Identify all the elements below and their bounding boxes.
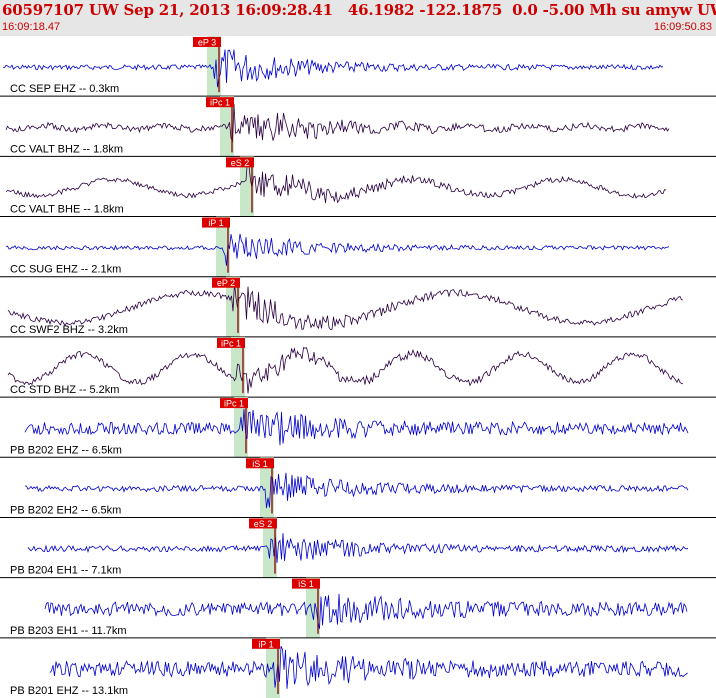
pick-box — [249, 518, 277, 529]
station-label: PB B202 EHZ -- 6.5km — [10, 444, 122, 456]
pick-window — [260, 457, 274, 518]
station-label: CC SEP EHZ -- 0.3km — [10, 83, 119, 95]
pick-label: eS 2 — [254, 519, 273, 529]
waveform-trace — [27, 533, 689, 563]
pick-window — [266, 637, 280, 698]
station-label: PB B204 EH1 -- 7.1km — [10, 565, 121, 577]
pick-window — [240, 156, 254, 217]
waveform-trace — [24, 408, 689, 446]
pick-box — [292, 578, 320, 589]
trace-row: eS 2 CC VALT BHE -- 1.8km — [0, 156, 716, 218]
trace-row: iP 1 CC SUG EHZ -- 2.1km — [0, 216, 716, 278]
pick-box — [226, 157, 254, 168]
pick-label: eP 3 — [198, 38, 216, 48]
waveform-trace — [2, 49, 664, 88]
pick-box — [206, 97, 234, 108]
pick-label: iPc 1 — [210, 98, 230, 108]
trace-row: iPc 1 CC STD BHZ -- 5.2km — [0, 336, 716, 398]
pick-box — [246, 458, 274, 469]
waveform-trace — [7, 347, 684, 394]
trace-row: iPc 1 CC VALT BHZ -- 1.8km — [0, 96, 716, 157]
pick-label: iPc 1 — [224, 399, 244, 409]
pick-window — [220, 96, 234, 157]
pick-box — [212, 277, 240, 288]
waveform-plot: eP 3 CC SEP EHZ -- 0.3km iPc 1 CC VALT BHZ … — [0, 36, 716, 698]
trace-row: eP 2 CC SWF2 BHZ -- 3.2km — [0, 276, 716, 338]
pick-label: iPc 1 — [221, 338, 241, 348]
station-label: CC VALT BHE -- 1.8km — [10, 204, 124, 216]
waveform-trace — [5, 159, 667, 204]
waveform-trace — [7, 282, 684, 331]
pick-label: iP 1 — [258, 639, 273, 649]
waveform-trace — [49, 646, 688, 689]
station-label: PB B203 EH1 -- 11.7km — [10, 625, 127, 637]
event-title: 60597107 UW Sep 21, 2013 16:09:28.41 46.… — [2, 1, 716, 19]
start-time-label: 16:09:18.47 — [2, 21, 61, 33]
station-label: CC SWF2 BHZ -- 3.2km — [10, 324, 128, 336]
pick-window — [306, 577, 320, 638]
trace-row: eP 3 CC SEP EHZ -- 0.3km — [0, 36, 716, 97]
trace-row: iPc 1 PB B202 EHZ -- 6.5km — [0, 397, 716, 458]
waveform-trace — [44, 593, 688, 629]
pick-box — [252, 638, 280, 649]
pick-label: iP 1 — [208, 218, 223, 228]
pick-box — [220, 398, 248, 409]
pick-box — [193, 37, 221, 47]
station-label: CC VALT BHZ -- 1.8km — [10, 143, 123, 155]
station-label: CC SUG EHZ -- 2.1km — [10, 264, 121, 276]
station-label: CC STD BHZ -- 5.2km — [10, 384, 119, 396]
trace-row: iP 1 PB B201 EHZ -- 13.1km — [10, 637, 688, 698]
pick-box — [202, 217, 230, 228]
end-time-label: 16:09:50.83 — [653, 21, 712, 33]
trace-row: iS 1 PB B203 EH1 -- 11.7km — [0, 577, 716, 639]
station-label: PB B201 EHZ -- 13.1km — [10, 685, 128, 697]
pick-label: iS 1 — [252, 459, 268, 469]
waveform-trace — [5, 103, 670, 143]
station-label: PB B202 EH2 -- 6.5km — [10, 504, 121, 516]
pick-window — [231, 336, 245, 398]
trace-row: eS 2 PB B204 EH1 -- 7.1km — [0, 517, 716, 579]
waveform-trace — [5, 233, 670, 266]
pick-label: eS 2 — [231, 158, 250, 168]
pick-label: iS 1 — [298, 579, 314, 589]
pick-label: eP 2 — [217, 278, 235, 288]
waveform-trace — [24, 472, 689, 509]
event-header: 60597107 UW Sep 21, 2013 16:09:28.41 46.… — [0, 0, 716, 36]
pick-box — [217, 337, 245, 348]
trace-row: iS 1 PB B202 EH2 -- 6.5km — [0, 457, 716, 518]
